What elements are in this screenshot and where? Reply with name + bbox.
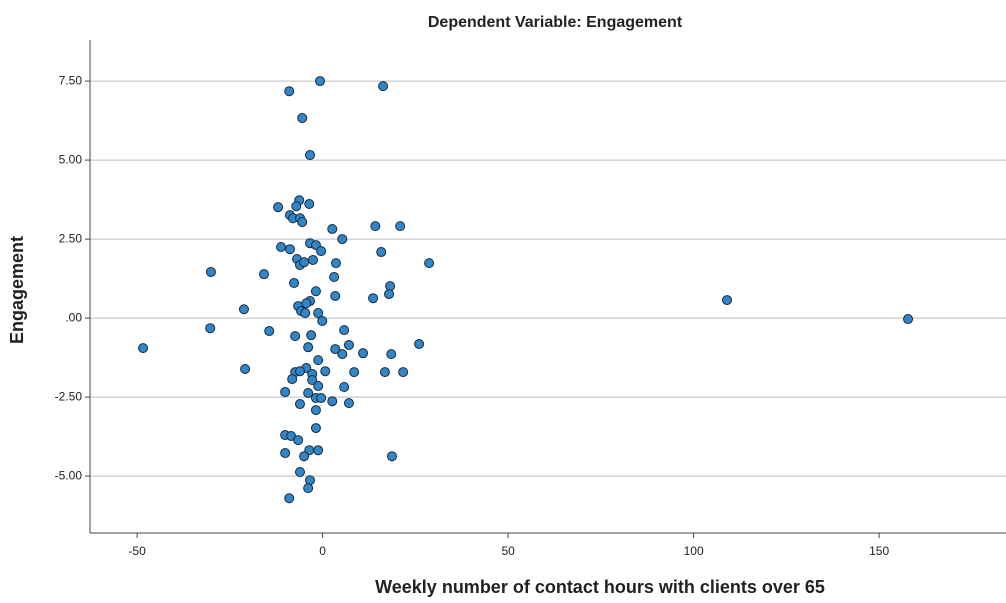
point xyxy=(327,223,338,234)
point xyxy=(330,258,341,269)
point xyxy=(303,342,314,353)
point xyxy=(301,298,312,309)
point xyxy=(284,86,295,97)
point xyxy=(238,304,249,315)
point xyxy=(329,272,340,283)
point xyxy=(315,76,326,87)
point xyxy=(287,374,298,385)
point xyxy=(306,330,317,341)
point xyxy=(395,221,406,232)
point xyxy=(358,348,369,359)
point xyxy=(317,315,328,326)
y-tick-label: -5.00 xyxy=(55,468,83,482)
point xyxy=(299,257,310,268)
point xyxy=(303,388,314,399)
point xyxy=(339,381,350,392)
point xyxy=(280,387,291,398)
point xyxy=(304,199,315,210)
point xyxy=(284,493,295,504)
point xyxy=(310,405,321,416)
x-tick-label: 50 xyxy=(501,544,515,558)
point xyxy=(273,202,284,213)
point xyxy=(297,113,308,124)
point xyxy=(370,221,381,232)
x-tick-label: 100 xyxy=(684,544,704,558)
point xyxy=(276,241,287,252)
point xyxy=(258,269,269,280)
point xyxy=(294,399,305,410)
x-tick-label: 0 xyxy=(319,544,326,558)
point xyxy=(299,451,310,462)
point xyxy=(378,81,389,92)
point xyxy=(337,349,348,360)
point xyxy=(368,293,379,304)
point xyxy=(305,150,316,161)
point xyxy=(303,483,314,494)
point xyxy=(337,234,348,245)
point xyxy=(138,343,149,354)
point xyxy=(386,349,397,360)
point xyxy=(291,201,302,212)
point xyxy=(313,445,324,456)
y-tick-label: 5.00 xyxy=(59,152,83,166)
point xyxy=(313,381,324,392)
point xyxy=(284,244,295,255)
point xyxy=(330,290,341,301)
point xyxy=(316,246,327,257)
x-tick-label: 150 xyxy=(869,544,889,558)
point xyxy=(386,451,397,462)
point xyxy=(289,278,300,289)
y-tick-label: -2.50 xyxy=(55,389,83,403)
point xyxy=(310,423,321,434)
point xyxy=(376,247,387,258)
point xyxy=(320,366,331,377)
point xyxy=(313,308,324,319)
point xyxy=(316,393,327,404)
point xyxy=(398,367,409,378)
y-tick-label: 7.50 xyxy=(59,73,83,87)
point xyxy=(293,435,304,446)
point xyxy=(349,367,360,378)
x-tick-label: -50 xyxy=(128,544,146,558)
point xyxy=(343,398,354,409)
point xyxy=(300,308,311,319)
point xyxy=(424,258,435,269)
point xyxy=(310,286,321,297)
point xyxy=(343,339,354,350)
point xyxy=(307,254,318,265)
point xyxy=(297,217,308,228)
point xyxy=(339,325,350,336)
point xyxy=(290,331,301,342)
point xyxy=(379,367,390,378)
point xyxy=(327,396,338,407)
point xyxy=(414,339,425,350)
y-tick-label: .00 xyxy=(65,310,82,324)
point xyxy=(205,323,216,334)
point xyxy=(264,326,275,337)
point xyxy=(294,366,305,377)
point xyxy=(205,266,216,277)
point xyxy=(330,344,341,355)
chart-title: Dependent Variable: Engagement xyxy=(428,14,683,31)
point xyxy=(903,314,914,325)
point xyxy=(280,448,291,459)
point xyxy=(240,363,251,374)
y-axis-label: Engagement xyxy=(7,236,27,344)
x-axis-label: Weekly number of contact hours with clie… xyxy=(375,577,825,597)
point xyxy=(294,467,305,478)
point xyxy=(384,289,395,300)
y-tick-label: 2.50 xyxy=(59,231,83,245)
point xyxy=(307,375,318,386)
point xyxy=(313,355,324,366)
point xyxy=(722,295,733,306)
